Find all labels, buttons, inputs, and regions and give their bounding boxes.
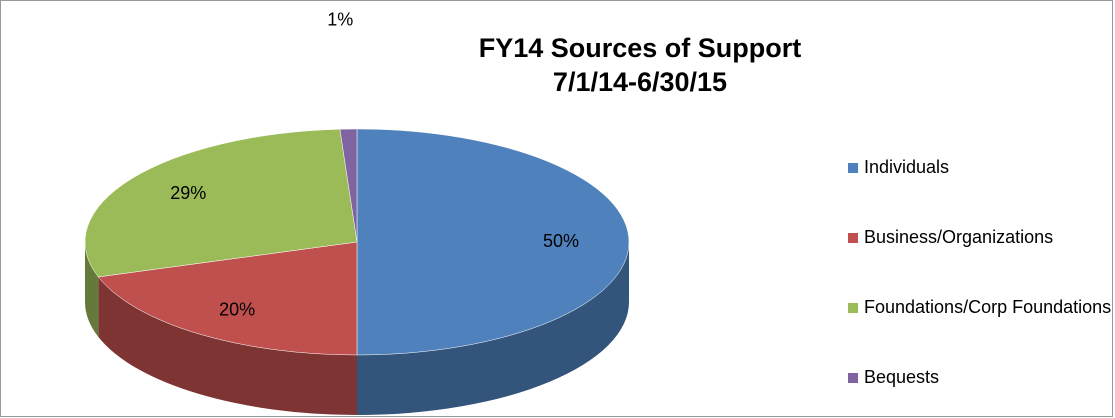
legend-label: Individuals [864,157,949,177]
pie-slice [356,128,630,356]
data-label: 29% [170,183,206,203]
legend-swatch [848,163,858,173]
data-label: 50% [543,231,579,251]
pie-slice [339,128,358,243]
chart-subtitle: 7/1/14-6/30/15 [553,67,727,97]
pie-slice [97,241,358,356]
legend-label: Business/Organizations [864,227,1053,247]
pie-slice [84,128,358,278]
data-label: 1% [327,9,353,29]
chart-title: FY14 Sources of Support [479,33,802,63]
legend-label: Foundations/Corp Foundations [864,297,1111,317]
pie-side [357,242,629,415]
pie-side [98,276,358,415]
pie-side [85,242,99,337]
data-label: 20% [219,299,255,319]
legend-swatch [848,303,858,313]
legend-swatch [848,233,858,243]
legend-label: Bequests [864,367,939,387]
legend-swatch [848,373,858,383]
